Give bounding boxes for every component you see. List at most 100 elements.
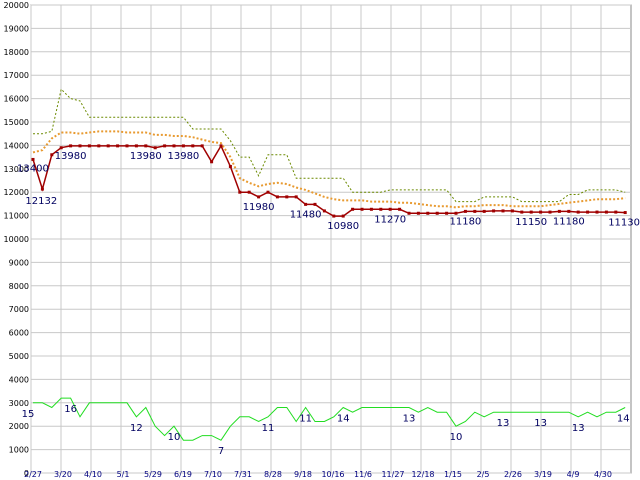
y-tick-label: 7000 (9, 305, 29, 314)
price-marker (40, 187, 44, 191)
y-tick-label: 19000 (4, 24, 29, 33)
series-line-price (32, 144, 626, 217)
price-marker (332, 214, 336, 218)
price-marker (520, 210, 524, 214)
y-tick-label: 14000 (4, 141, 29, 150)
price-marker (398, 207, 402, 211)
x-tick-label: 2/27 (24, 470, 42, 479)
price-marker (210, 160, 214, 164)
y-tick-label: 20000 (4, 1, 29, 10)
price-data-label: 11270 (374, 214, 406, 225)
series-line-avg (32, 130, 626, 209)
volume-data-label: 10 (168, 432, 181, 443)
volume-data-label: 14 (617, 413, 630, 424)
price-marker (257, 195, 261, 199)
x-tick-label: 5/1 (117, 470, 130, 479)
price-marker (219, 144, 223, 148)
y-tick-label: 10000 (4, 235, 29, 244)
price-marker (351, 207, 355, 211)
price-marker (191, 144, 195, 148)
volume-data-label: 13 (403, 413, 416, 424)
x-tick-label: 7/10 (204, 470, 222, 479)
price-marker (435, 211, 439, 215)
price-marker (510, 209, 514, 213)
price-data-label: 11980 (243, 202, 275, 213)
price-marker (59, 146, 63, 150)
price-marker (172, 144, 176, 148)
price-data-label: 11180 (553, 216, 585, 227)
y-tick-label: 16000 (4, 95, 29, 104)
price-marker (134, 144, 138, 148)
price-marker (125, 144, 129, 148)
series-line-high (33, 88, 626, 203)
price-marker (557, 209, 561, 213)
x-tick-label: 7/31 (234, 470, 252, 479)
y-axis: 0 1000 2000 3000 4000 5000 6000 7000 8000 9000 100… (4, 1, 29, 478)
x-tick-label: 8/28 (264, 470, 282, 479)
price-marker (31, 157, 35, 161)
x-tick-label: 1/15 (444, 470, 462, 479)
price-data-label: 11180 (449, 216, 481, 227)
price-marker (604, 210, 608, 214)
price-data-label: 13980 (130, 151, 162, 162)
y-tick-label: 13000 (4, 165, 29, 174)
grid (30, 4, 631, 474)
price-marker (595, 210, 599, 214)
x-tick-label: 12/18 (411, 470, 434, 479)
volume-data-label: 10 (450, 432, 463, 443)
price-marker (322, 209, 326, 213)
price-marker (228, 164, 232, 168)
price-marker (275, 195, 279, 199)
price-marker (97, 144, 101, 148)
y-tick-label: 4000 (9, 375, 29, 384)
series-line-volume (33, 397, 626, 441)
price-marker (492, 209, 496, 213)
price-data-label: 13980 (55, 151, 87, 162)
price-marker (313, 202, 317, 206)
price-marker (69, 144, 73, 148)
volume-data-label: 16 (64, 404, 77, 415)
price-marker (238, 190, 242, 194)
x-tick-label: 4/9 (567, 470, 580, 479)
price-marker (50, 153, 54, 157)
price-marker (360, 207, 364, 211)
volume-data-label: 11 (299, 413, 312, 424)
price-data-label: 13980 (167, 151, 199, 162)
y-tick-label: 9000 (9, 258, 29, 267)
x-tick-label: 3/20 (54, 470, 72, 479)
x-tick-label: 10/16 (321, 470, 344, 479)
price-marker (614, 210, 618, 214)
volume-data-label: 12 (130, 423, 143, 434)
price-marker (501, 209, 505, 213)
y-tick-label: 1000 (9, 446, 29, 455)
price-marker (473, 209, 477, 213)
price-marker (576, 210, 580, 214)
price-marker (388, 207, 392, 211)
y-tick-label: 18000 (4, 48, 29, 57)
price-marker (426, 211, 430, 215)
price-data-label: 10980 (327, 221, 359, 232)
price-marker (567, 209, 571, 213)
y-tick-label: 8000 (9, 282, 29, 291)
price-marker (153, 146, 157, 150)
price-marker (116, 144, 120, 148)
volume-data-label: 7 (218, 446, 224, 457)
x-tick-label: 6/19 (174, 470, 192, 479)
price-marker (369, 207, 373, 211)
y-tick-label: 3000 (9, 399, 29, 408)
price-marker (454, 211, 458, 215)
price-marker (163, 144, 167, 148)
price-marker (548, 210, 552, 214)
price-marker (304, 202, 308, 206)
x-tick-label: 2/5 (477, 470, 490, 479)
price-marker (529, 210, 533, 214)
x-tick-label: 5/29 (144, 470, 162, 479)
price-data-label: 13400 (17, 163, 49, 174)
price-marker (106, 144, 110, 148)
y-tick-label: 2000 (9, 422, 29, 431)
x-tick-label: 11/27 (381, 470, 404, 479)
x-tick-label: 4/30 (594, 470, 612, 479)
price-data-label: 11480 (290, 209, 322, 220)
price-marker (407, 211, 411, 215)
